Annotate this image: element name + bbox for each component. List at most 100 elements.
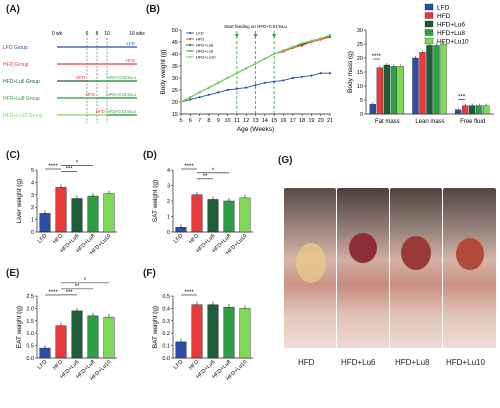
significance-label: ***	[65, 290, 73, 296]
time-label-end: 16 wks	[129, 31, 145, 37]
data-point	[245, 86, 248, 89]
legend-marker	[189, 32, 191, 34]
y-tick-label: 30	[357, 28, 363, 34]
data-point	[254, 62, 257, 65]
body-mass-bar-chart: 0 5 10 15 20 25 30 Body mass (g) Fat mass Lean ma…	[347, 28, 494, 125]
y-tick-label: 0.3	[162, 319, 170, 325]
photo-label-hfd-lu6: HFD+Lu6	[341, 358, 376, 367]
y-tick-label: 20	[357, 56, 363, 62]
design-diet-label: HFD	[86, 92, 96, 97]
category-label: Free fluid	[460, 119, 485, 125]
x-tick-label: 8	[207, 118, 210, 124]
y-tick-label: 10	[357, 84, 363, 90]
bar	[223, 306, 235, 359]
x-tick-label: 14	[262, 118, 268, 124]
y-tick-label: 4	[167, 168, 170, 174]
y-tick-label: 5	[360, 98, 363, 104]
photo-label-hfd: HFD	[298, 358, 315, 367]
design-diet-label: HFD	[126, 58, 136, 63]
y-tick-label: 0.1	[162, 344, 170, 350]
y-tick-label: 25	[172, 88, 178, 94]
data-point	[198, 91, 201, 94]
y-axis-label: BAT weight (g)	[152, 306, 159, 348]
data-point	[189, 96, 192, 99]
y-tick-label: 0.0	[26, 356, 34, 362]
x-tick-label: 12	[243, 118, 249, 124]
legend-label: HFD	[437, 13, 451, 20]
time-label-t6: 6	[86, 31, 89, 37]
data-point	[300, 42, 304, 45]
significance-label: ****	[48, 290, 58, 296]
photo-panel	[284, 188, 496, 348]
significance-label: **	[75, 284, 80, 290]
y-tick-label: 15	[357, 70, 363, 76]
data-point	[291, 76, 294, 80]
significance-label: ***	[458, 95, 466, 101]
data-point	[189, 98, 192, 101]
legend-label: HFD+Lu8	[196, 49, 214, 54]
panel-label-a: (A)	[6, 4, 20, 15]
photo-hfd	[284, 188, 336, 348]
data-point	[226, 88, 229, 92]
design-diet-label: LFD	[126, 41, 135, 46]
legend-marker	[189, 38, 191, 40]
time-label-t8: 8	[96, 31, 99, 37]
y-axis-label: Body weight (g)	[160, 49, 167, 94]
y-axis-label: Body mass (g)	[347, 51, 354, 93]
data-point	[217, 91, 220, 94]
data-point	[207, 93, 211, 96]
data-point	[319, 72, 322, 75]
category-label: LFD	[173, 233, 185, 245]
panel-label-c: (C)	[6, 150, 20, 161]
legend-swatch	[424, 37, 434, 45]
data-point	[235, 72, 238, 75]
significance-label: *	[76, 160, 79, 166]
photo-hfd-lu10	[443, 188, 496, 348]
significance-label: ****	[184, 164, 194, 170]
x-tick-label: 11	[234, 118, 240, 124]
design-lu-label: HFD+0.01%Lu	[106, 75, 136, 80]
y-tick-label: 3	[31, 193, 34, 199]
data-point	[300, 75, 304, 78]
feeding-arrow	[272, 34, 277, 38]
data-point	[328, 33, 332, 36]
design-group-label: LFD Group	[3, 45, 28, 51]
significance-label: *	[212, 168, 215, 174]
bar	[207, 304, 219, 359]
legend-swatch	[424, 20, 434, 28]
x-tick-label: 5	[179, 118, 182, 124]
legend-label: HFD	[196, 37, 204, 42]
design-group-label: HFD+Lu8 Group	[3, 96, 40, 102]
data-point	[319, 37, 322, 40]
legend-label: HFD+Lu6	[196, 43, 214, 48]
bar	[191, 304, 203, 359]
x-tick-label: 13	[252, 118, 258, 124]
significance-label: ****	[48, 164, 58, 170]
significance-label: *	[84, 278, 87, 284]
x-tick-label: 20	[318, 118, 324, 124]
category-label: HFD	[188, 359, 200, 371]
data-point	[273, 80, 276, 83]
photo-hfd-lu8	[390, 188, 442, 348]
y-tick-label: 35	[172, 64, 178, 70]
y-tick-label: 0	[360, 112, 363, 118]
data-point	[282, 49, 285, 52]
data-point	[217, 81, 220, 84]
bar	[175, 341, 187, 359]
data-point	[226, 76, 229, 80]
x-tick-label: 15	[271, 118, 277, 124]
y-tick-label: 40	[172, 52, 178, 58]
x-tick-label: 16	[280, 118, 286, 124]
y-tick-label: 30	[172, 76, 178, 82]
x-tick-label: 18	[299, 118, 305, 124]
feeding-arrow	[234, 34, 239, 38]
legend-label: LFD	[196, 31, 204, 36]
category-label: LFD	[173, 359, 185, 371]
y-tick-label: 2.5	[26, 294, 34, 300]
